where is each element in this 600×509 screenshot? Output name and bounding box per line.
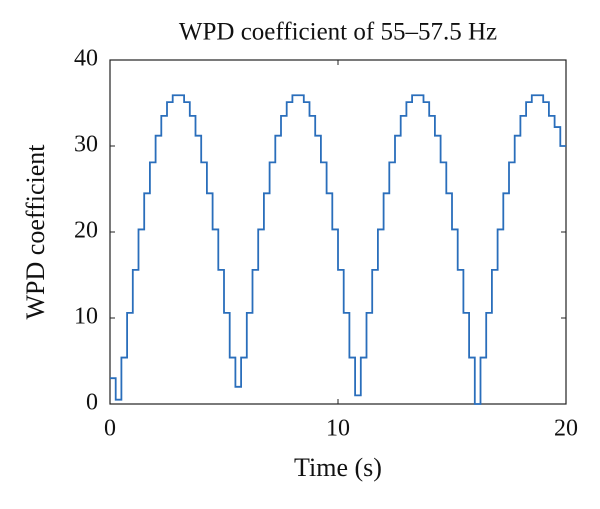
y-tick-label: 40 [74, 46, 98, 72]
y-tick-label: 30 [74, 132, 98, 158]
chart-title: WPD coefficient of 55–57.5 Hz [179, 19, 497, 46]
y-axis-title: WPD coefficient [21, 144, 50, 320]
x-tick-label: 20 [554, 416, 578, 442]
x-tick-label: 10 [326, 416, 350, 442]
x-axis-title: Time (s) [294, 453, 382, 482]
series-line [110, 94, 566, 405]
y-tick-label: 20 [74, 218, 98, 244]
y-tick-label: 10 [74, 304, 98, 330]
x-tick-label: 0 [104, 416, 116, 442]
y-tick-label: 0 [86, 390, 98, 416]
